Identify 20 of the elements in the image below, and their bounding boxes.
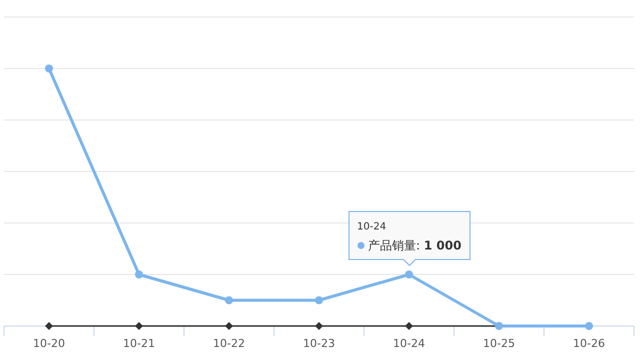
x-tick-label: 10-20 bbox=[33, 337, 65, 350]
point bbox=[135, 322, 143, 330]
point bbox=[315, 322, 323, 330]
x-tick-label: 10-22 bbox=[213, 337, 245, 350]
point bbox=[45, 322, 53, 330]
point bbox=[225, 296, 233, 304]
x-tick-label: 10-25 bbox=[483, 337, 515, 350]
data-label: 1 000 bbox=[424, 238, 462, 252]
annotation: 10-24 bbox=[357, 222, 386, 232]
point bbox=[315, 296, 323, 304]
x-tick-label: 10-23 bbox=[303, 337, 335, 350]
point bbox=[405, 270, 413, 278]
x-tick-label: 10-21 bbox=[123, 337, 155, 350]
x-tick-label: 10-26 bbox=[573, 337, 605, 350]
legend-label: 产品销量: bbox=[368, 238, 424, 252]
point bbox=[405, 322, 413, 330]
x-tick-label: 10-24 bbox=[393, 337, 425, 350]
point bbox=[225, 322, 233, 330]
point bbox=[135, 270, 143, 278]
point bbox=[45, 64, 53, 72]
